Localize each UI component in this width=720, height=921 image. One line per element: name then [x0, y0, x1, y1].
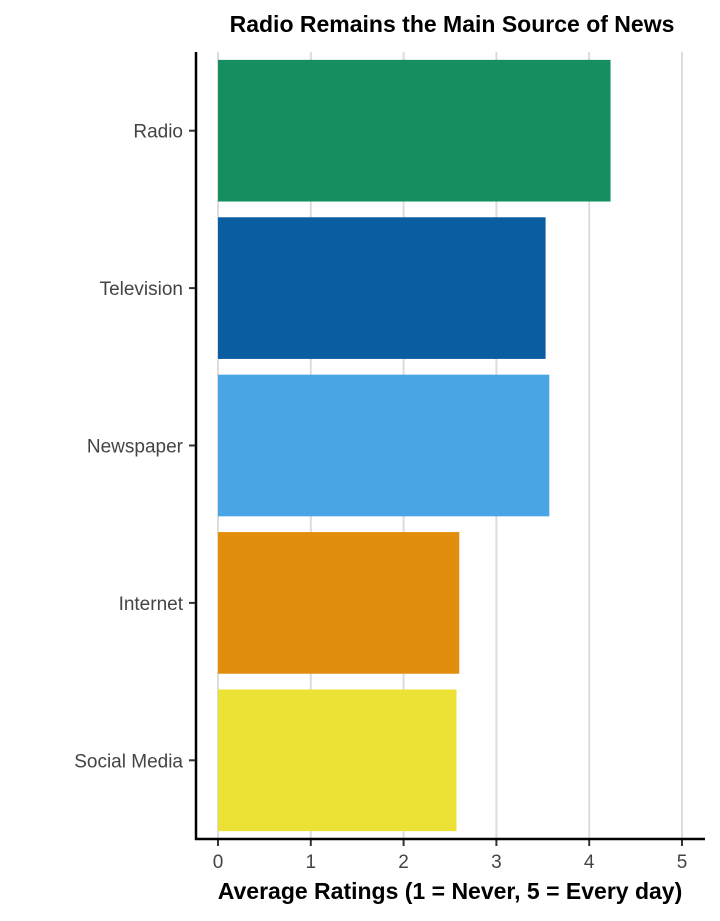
x-tick-label-1: 1 — [306, 852, 317, 873]
bar-television — [218, 217, 546, 359]
chart-title: Radio Remains the Main Source of News — [230, 11, 675, 37]
x-axis-label: Average Ratings (1 = Never, 5 = Every da… — [218, 878, 683, 904]
axes — [189, 52, 705, 846]
x-tick-label-5: 5 — [677, 852, 688, 873]
category-label-newspaper: Newspaper — [87, 437, 184, 458]
bar-social-media — [218, 689, 457, 832]
category-label-social-media: Social Media — [74, 751, 183, 772]
x-tick-label-2: 2 — [398, 852, 409, 873]
category-labels: Radio Television Newspaper Internet Social M… — [74, 122, 183, 773]
x-tick-label-4: 4 — [584, 852, 595, 873]
x-tick-label-0: 0 — [213, 852, 224, 873]
bar-radio — [218, 59, 611, 202]
x-tick-labels: 0 1 2 3 4 5 — [213, 852, 688, 873]
x-tick-label-3: 3 — [491, 852, 502, 873]
category-label-internet: Internet — [119, 594, 184, 615]
bars — [218, 59, 611, 832]
category-label-radio: Radio — [133, 122, 183, 143]
bar-internet — [218, 532, 460, 674]
category-label-television: Television — [100, 279, 183, 300]
bar-newspaper — [218, 374, 550, 517]
